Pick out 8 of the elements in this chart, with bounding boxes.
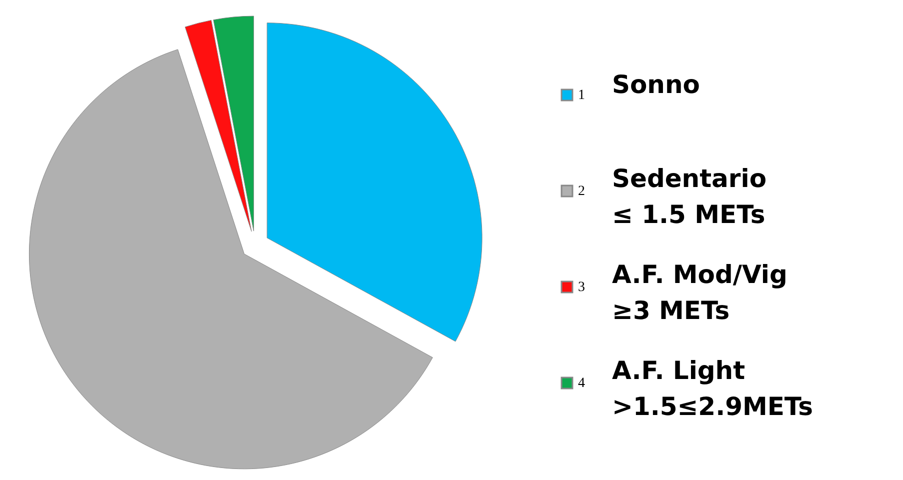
text: Sedentario ≤ 1.5 METs [612, 164, 767, 229]
legend-label: 4 [578, 376, 585, 391]
text: A.F. Mod/Vig ≥3 METs [612, 260, 788, 325]
legend-label: 1 [578, 88, 585, 103]
legend-label: 2 [578, 184, 585, 199]
text: A.F. Light >1.5≤2.9METs [612, 356, 814, 421]
legend-label: 3 [578, 280, 585, 295]
text: Sonno [612, 70, 700, 99]
